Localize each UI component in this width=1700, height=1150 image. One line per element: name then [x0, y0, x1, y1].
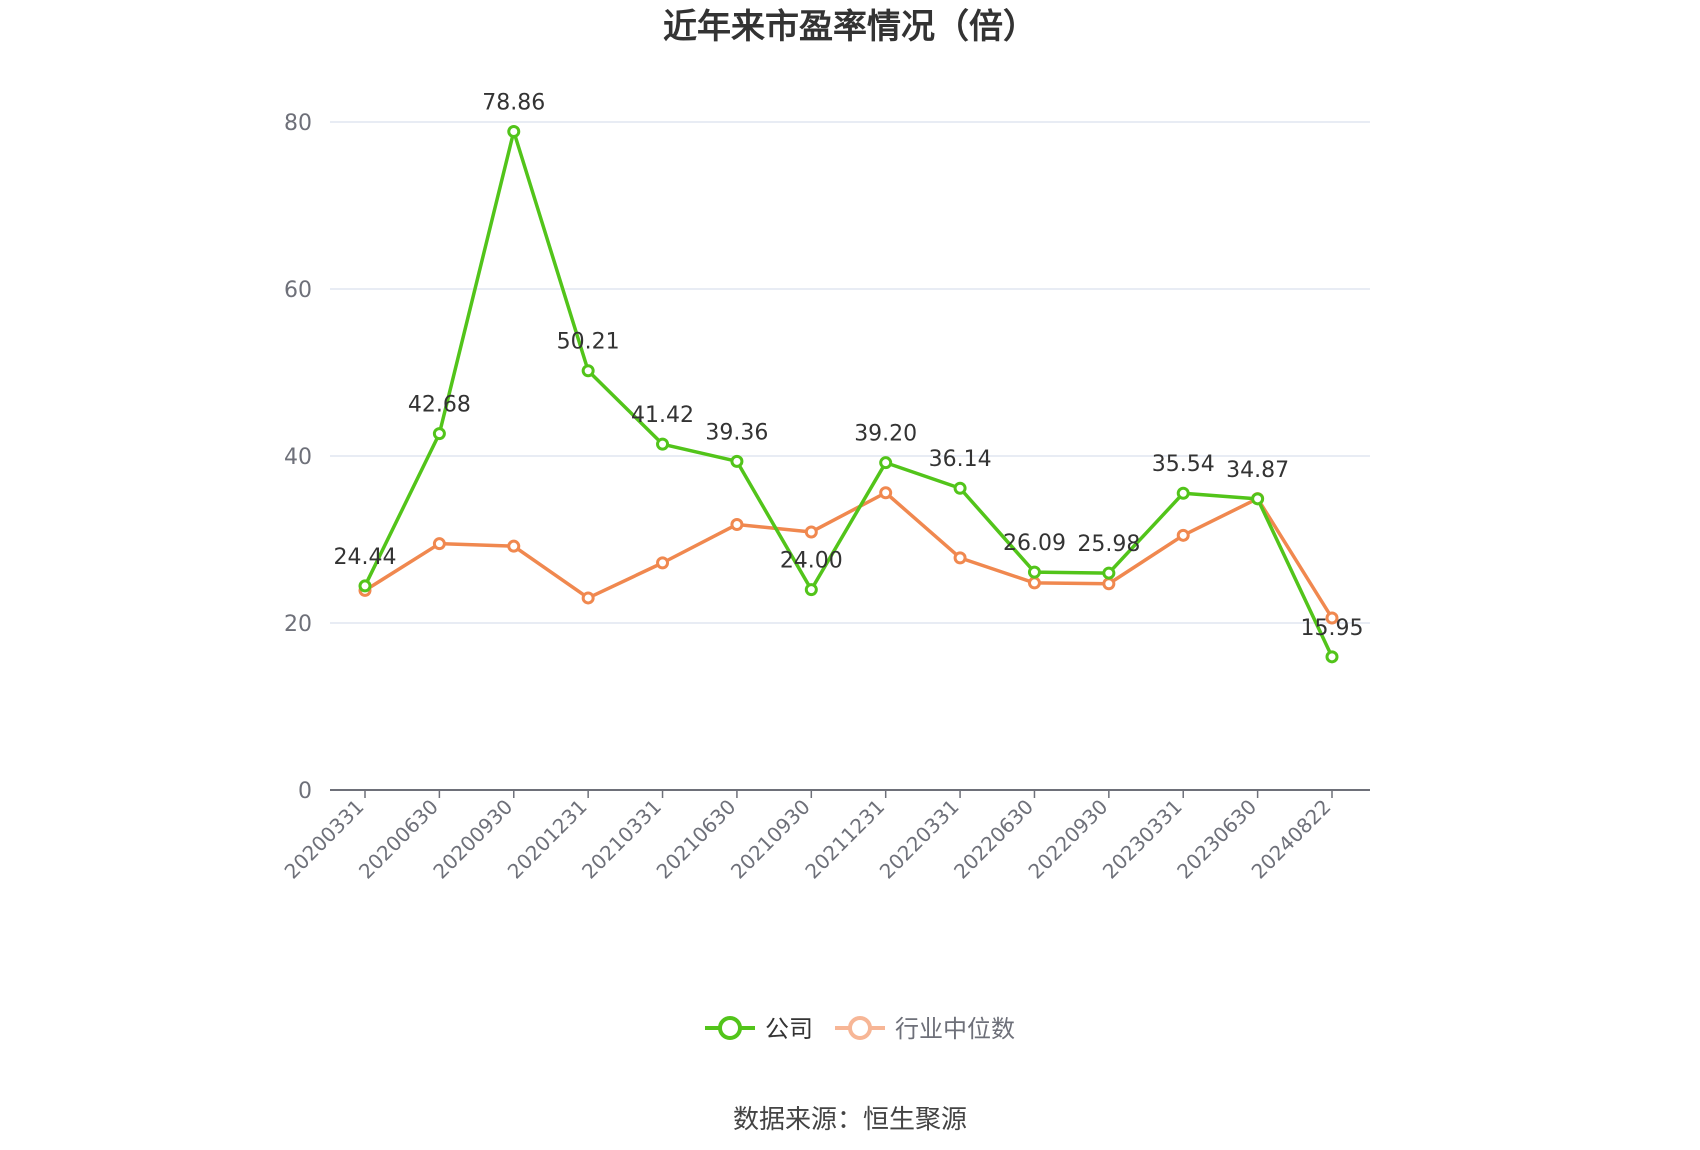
x-tick-label: 20220930 — [1023, 795, 1112, 884]
data-label: 42.68 — [408, 393, 471, 418]
legend[interactable]: 公司 行业中位数 — [705, 1015, 1015, 1043]
legend-label: 公司 — [765, 1015, 813, 1043]
data-label: 25.98 — [1077, 532, 1140, 557]
data-label: 15.95 — [1301, 616, 1364, 641]
data-point — [507, 539, 521, 553]
data-point — [804, 583, 818, 597]
legend-marker — [718, 1016, 742, 1040]
x-tick-label: 20200630 — [354, 795, 443, 884]
data-point — [1102, 577, 1116, 591]
legend-marker — [848, 1016, 872, 1040]
chart-title: 近年来市盈率情况（倍） — [663, 7, 1037, 47]
data-label: 34.87 — [1226, 458, 1289, 483]
data-label: 39.36 — [705, 420, 768, 445]
grid-lines — [330, 121, 1370, 624]
source-note: 数据来源：恒生聚源 — [733, 1105, 967, 1135]
data-label: 24.44 — [334, 545, 397, 570]
data-point — [879, 486, 893, 500]
legend-item-0[interactable]: 公司 — [705, 1015, 813, 1043]
data-labels: 24.44 42.68 78.86 50.21 41.42 39.36 24.00 39.20… — [334, 91, 1364, 641]
data-point — [1027, 576, 1041, 590]
axes: 0 20 40 60 80 2020033120200630202009302020123… — [280, 111, 1370, 884]
data-point — [507, 125, 521, 139]
data-point — [1176, 528, 1190, 542]
y-tick-label: 40 — [284, 445, 312, 470]
data-point — [656, 437, 670, 451]
data-point — [730, 454, 744, 468]
data-point — [804, 525, 818, 539]
data-point — [1027, 565, 1041, 579]
x-tick-label: 20210331 — [577, 795, 666, 884]
data-point — [358, 579, 372, 593]
data-label: 35.54 — [1152, 452, 1215, 477]
series-line-0 — [363, 129, 1334, 658]
x-tick-label: 20211231 — [800, 795, 889, 884]
legend-item-1[interactable]: 行业中位数 — [835, 1015, 1015, 1043]
y-tick-label: 80 — [284, 111, 312, 136]
y-tick-label: 60 — [284, 278, 312, 303]
x-tick-label: 20210630 — [652, 795, 741, 884]
data-point — [1176, 486, 1190, 500]
data-label: 78.86 — [482, 91, 545, 116]
data-point — [1325, 650, 1339, 664]
data-point — [581, 591, 595, 605]
x-tick-label: 20220630 — [949, 795, 1038, 884]
data-point — [432, 427, 446, 441]
series-line-1 — [364, 490, 1334, 619]
data-point — [432, 537, 446, 551]
x-tick-label: 20230331 — [1098, 795, 1187, 884]
legend-label: 行业中位数 — [895, 1015, 1015, 1043]
data-label: 26.09 — [1003, 531, 1066, 556]
data-point — [953, 551, 967, 565]
y-tick-label: 0 — [298, 779, 312, 804]
x-tick-label: 20200331 — [280, 795, 369, 884]
data-label: 50.21 — [557, 330, 620, 355]
x-tick-label: 20201231 — [503, 795, 592, 884]
data-point — [730, 517, 744, 531]
data-label: 24.00 — [780, 549, 843, 574]
data-point — [879, 456, 893, 470]
data-point — [1325, 611, 1339, 625]
x-tick-label: 20240822 — [1247, 795, 1336, 884]
series-lines — [358, 125, 1339, 664]
data-point — [656, 556, 670, 570]
y-tick-label: 20 — [284, 612, 312, 637]
x-tick-label: 20220331 — [875, 795, 964, 884]
data-label: 39.20 — [854, 422, 917, 447]
x-tick-label: 20210930 — [726, 795, 815, 884]
data-point — [953, 481, 967, 495]
data-label: 41.42 — [631, 403, 694, 428]
x-tick-label: 20200930 — [428, 795, 517, 884]
data-point — [581, 364, 595, 378]
x-tick-label: 20230630 — [1172, 795, 1261, 884]
data-point — [1102, 566, 1116, 580]
data-label: 36.14 — [929, 447, 992, 472]
data-point — [1251, 492, 1265, 506]
